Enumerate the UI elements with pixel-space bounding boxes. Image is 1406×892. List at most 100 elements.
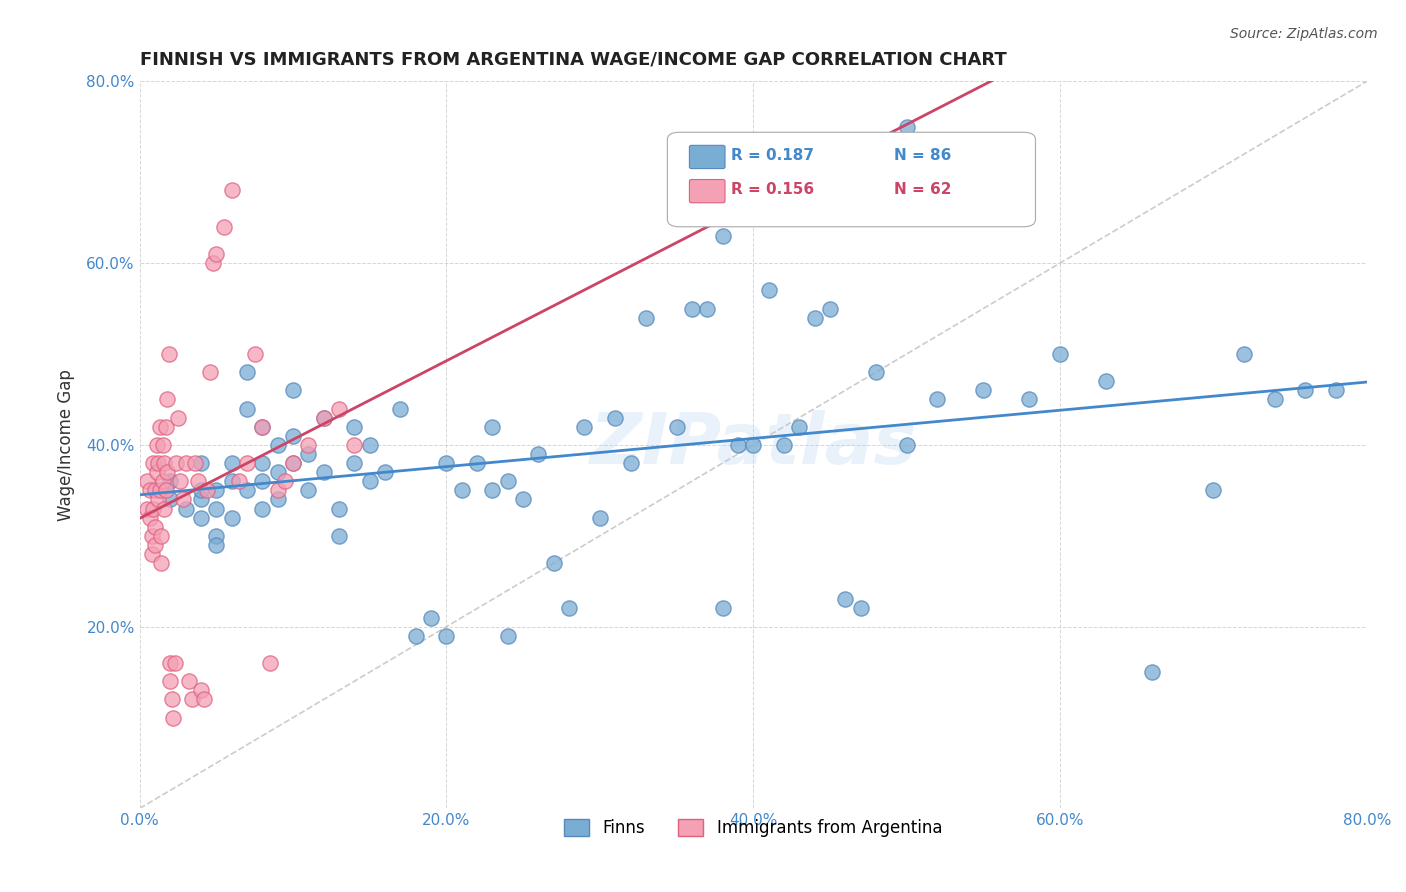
Immigrants from Argentina — [212, 219, 235, 234]
Text: N = 86: N = 86 — [894, 148, 952, 163]
Finns — [221, 456, 243, 470]
Immigrants from Argentina — [202, 256, 225, 270]
Finns — [758, 284, 780, 298]
Immigrants from Argentina — [169, 475, 191, 489]
Finns — [634, 310, 657, 325]
Immigrants from Argentina — [146, 456, 169, 470]
Immigrants from Argentina — [142, 501, 165, 516]
Finns — [190, 492, 212, 507]
Finns — [159, 492, 181, 507]
Immigrants from Argentina — [136, 475, 159, 489]
Finns — [281, 456, 304, 470]
Finns — [896, 120, 918, 134]
Finns — [436, 456, 458, 470]
Finns — [328, 501, 350, 516]
Immigrants from Argentina — [205, 247, 228, 261]
Finns — [665, 419, 688, 434]
Finns — [159, 475, 181, 489]
Immigrants from Argentina — [187, 475, 209, 489]
Finns — [205, 529, 228, 543]
Immigrants from Argentina — [136, 501, 159, 516]
Finns — [1095, 374, 1118, 388]
Finns — [1049, 347, 1071, 361]
Finns — [1294, 384, 1316, 398]
Finns — [190, 510, 212, 524]
Finns — [496, 475, 519, 489]
Finns — [343, 456, 366, 470]
Immigrants from Argentina — [157, 347, 180, 361]
Immigrants from Argentina — [190, 683, 212, 698]
Finns — [481, 483, 503, 498]
Finns — [1264, 392, 1286, 407]
FancyBboxPatch shape — [689, 179, 725, 202]
Immigrants from Argentina — [160, 692, 183, 706]
Text: FINNISH VS IMMIGRANTS FROM ARGENTINA WAGE/INCOME GAP CORRELATION CHART: FINNISH VS IMMIGRANTS FROM ARGENTINA WAG… — [139, 51, 1007, 69]
Finns — [312, 410, 335, 425]
Immigrants from Argentina — [177, 674, 200, 689]
Immigrants from Argentina — [150, 529, 173, 543]
FancyBboxPatch shape — [668, 132, 1035, 227]
Immigrants from Argentina — [281, 456, 304, 470]
Finns — [436, 629, 458, 643]
Finns — [1018, 392, 1040, 407]
Finns — [512, 492, 534, 507]
Immigrants from Argentina — [259, 656, 281, 670]
Immigrants from Argentina — [139, 510, 162, 524]
Finns — [589, 510, 612, 524]
Immigrants from Argentina — [155, 483, 177, 498]
Finns — [236, 483, 259, 498]
Finns — [389, 401, 412, 416]
Immigrants from Argentina — [328, 401, 350, 416]
Finns — [221, 510, 243, 524]
Finns — [205, 538, 228, 552]
Finns — [681, 301, 703, 316]
Text: R = 0.187: R = 0.187 — [731, 148, 814, 163]
Immigrants from Argentina — [150, 556, 173, 570]
Finns — [297, 483, 319, 498]
Finns — [252, 501, 274, 516]
Immigrants from Argentina — [195, 483, 218, 498]
Finns — [527, 447, 550, 461]
Finns — [252, 475, 274, 489]
Immigrants from Argentina — [141, 529, 163, 543]
Finns — [803, 310, 825, 325]
Finns — [221, 475, 243, 489]
Immigrants from Argentina — [162, 710, 184, 724]
Immigrants from Argentina — [180, 692, 202, 706]
Immigrants from Argentina — [297, 438, 319, 452]
Finns — [605, 410, 627, 425]
Finns — [1324, 384, 1347, 398]
Finns — [496, 629, 519, 643]
Immigrants from Argentina — [156, 465, 179, 479]
Finns — [1233, 347, 1256, 361]
Immigrants from Argentina — [141, 547, 163, 561]
Finns — [773, 438, 796, 452]
Finns — [252, 456, 274, 470]
Immigrants from Argentina — [166, 456, 188, 470]
Immigrants from Argentina — [163, 656, 186, 670]
Finns — [574, 419, 596, 434]
Finns — [281, 384, 304, 398]
Immigrants from Argentina — [159, 656, 181, 670]
Finns — [374, 465, 396, 479]
Text: Source: ZipAtlas.com: Source: ZipAtlas.com — [1230, 27, 1378, 41]
Finns — [328, 529, 350, 543]
Finns — [696, 301, 718, 316]
Finns — [420, 610, 443, 624]
Finns — [558, 601, 581, 615]
Immigrants from Argentina — [156, 392, 179, 407]
Finns — [727, 438, 749, 452]
Finns — [297, 447, 319, 461]
Immigrants from Argentina — [221, 183, 243, 197]
Finns — [281, 429, 304, 443]
Finns — [896, 438, 918, 452]
Finns — [465, 456, 488, 470]
Finns — [481, 419, 503, 434]
Finns — [405, 629, 427, 643]
Finns — [450, 483, 472, 498]
Immigrants from Argentina — [159, 674, 181, 689]
Finns — [927, 392, 949, 407]
Finns — [236, 365, 259, 379]
Immigrants from Argentina — [146, 492, 169, 507]
Finns — [205, 483, 228, 498]
